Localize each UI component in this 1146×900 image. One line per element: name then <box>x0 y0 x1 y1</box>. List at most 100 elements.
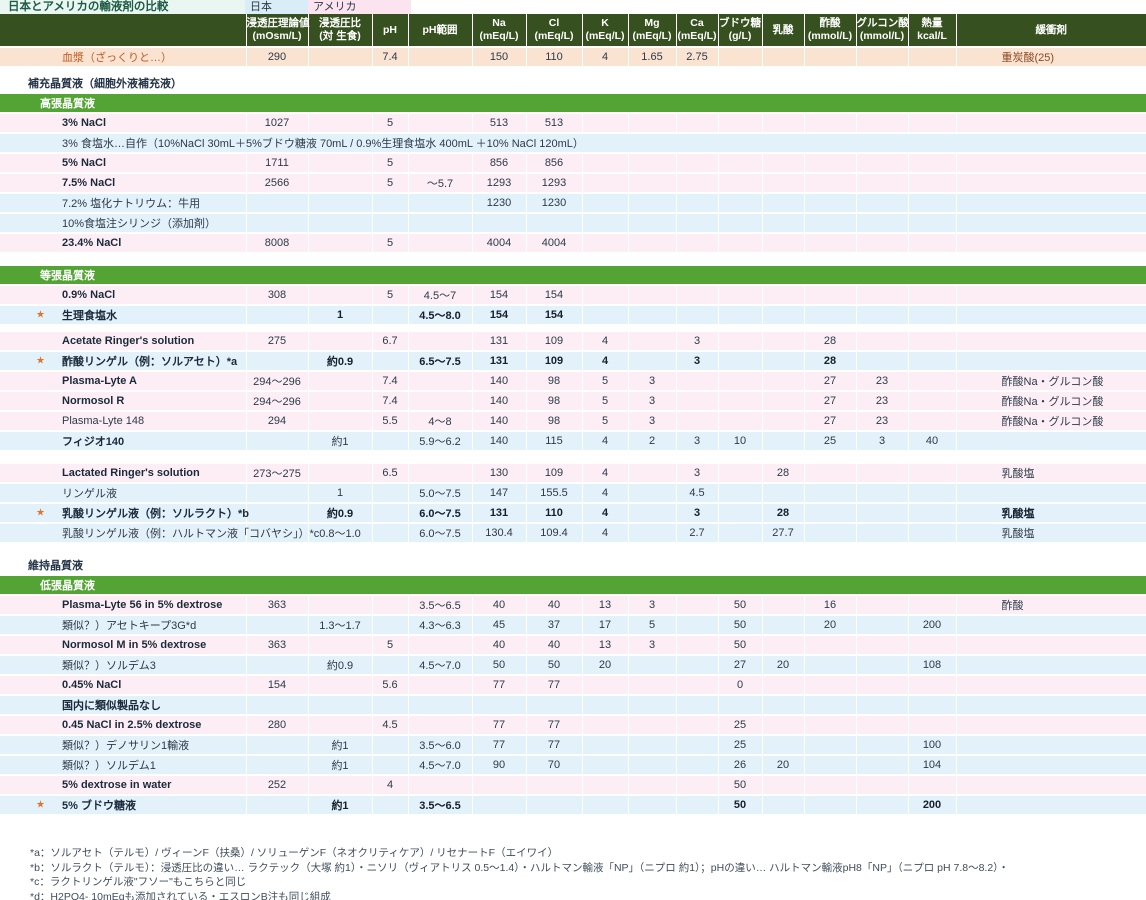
cell-ca: 3 <box>676 332 719 352</box>
cell-cl: 154 <box>526 285 583 306</box>
cell-glc <box>856 47 909 68</box>
cell-kcal <box>908 503 957 524</box>
cell-osm <box>246 695 309 716</box>
table-row: 類似？）ソルデム1 約1 4.5～7.0 90 70 26 20 104 <box>0 755 1146 776</box>
cell-cl: 77 <box>526 675 583 696</box>
cell-na: 4004 <box>472 233 527 254</box>
table-row: 類似？）ソルデム3 約0.9 4.5～7.0 50 50 20 27 20 108 <box>0 655 1146 676</box>
spacer-row <box>0 325 1146 332</box>
cell-mg <box>628 775 677 796</box>
cell-ph <box>372 351 409 372</box>
cell-buf: 乳酸塩 <box>956 503 1146 524</box>
cell-glc <box>856 305 909 326</box>
cell-k: 4 <box>582 464 629 484</box>
spacer-row <box>0 451 1146 464</box>
bottom-bar-cell <box>372 815 409 836</box>
cell-na: 140 <box>472 431 527 452</box>
cell-k: 13 <box>582 635 629 656</box>
cell-glu <box>718 351 763 372</box>
cell-glu <box>718 113 763 134</box>
cell-glu: 26 <box>718 755 763 776</box>
cell-k: 5 <box>582 371 629 392</box>
table-row: 7.2% 塩化ナトリウム：牛用 1230 1230 <box>0 193 1146 214</box>
table-row: 0.9% NaCl 308 5 4.5～7 154 154 <box>0 285 1146 306</box>
cell-kcal <box>908 233 957 254</box>
cell-ca <box>676 735 719 756</box>
cell-phr <box>408 371 473 392</box>
table-row: 乳酸リンゲル液（例：ハルトマン液「コバヤシ」）*c 0.8～1.0 6.0～7.5 1… <box>0 523 1146 544</box>
cell-mg <box>628 213 677 234</box>
product-name-cell: 0.45% NaCl <box>0 675 247 696</box>
cell-ratio: 約0.9 <box>308 503 373 524</box>
cell-k: 13 <box>582 595 629 616</box>
footnote-line: *b：ソルラクト（テルモ）：浸透圧比の違い… ラクテック（大塚 約1）・ニソリ（… <box>30 861 1009 874</box>
cell-mg <box>628 655 677 676</box>
cell-ca <box>676 113 719 134</box>
cell-k <box>582 675 629 696</box>
cell-glc <box>856 595 909 616</box>
cell-lac <box>762 715 805 736</box>
cell-ratio <box>308 193 373 214</box>
table-row: Normosol M in 5% dextrose 363 5 40 40 13 3 50 <box>0 635 1146 656</box>
cell-ph: 4 <box>372 775 409 796</box>
cell-k <box>582 775 629 796</box>
cell-ca <box>676 233 719 254</box>
cell-na <box>472 695 527 716</box>
cell-phr <box>408 332 473 352</box>
column-header-cl: Cl (mEq/L) <box>526 14 583 48</box>
cell-cl: 1230 <box>526 193 583 214</box>
cell-ratio: 0.8～1.0 <box>308 523 373 544</box>
header-row: 浸透圧理論値 (mOsm/L) 浸透圧比 (対 生食) pH pH範囲 Na (mEq/L) C… <box>0 14 1146 48</box>
cell-kcal <box>908 332 957 352</box>
cell-ca <box>676 193 719 214</box>
cell-glu <box>718 523 763 544</box>
cell-osm: 308 <box>246 285 309 306</box>
cell-mg <box>628 351 677 372</box>
cell-mg <box>628 285 677 306</box>
footnote-line: *a：ソルアセト（テルモ）/ ヴィーンF（扶桑）/ ソリューゲンF（ネオクリティ… <box>30 847 559 859</box>
cell-mg: 1.65 <box>628 47 677 68</box>
cell-mg <box>628 483 677 504</box>
cell-ratio <box>308 285 373 306</box>
cell-ph: 5.6 <box>372 675 409 696</box>
product-name-cell: 7.2% 塩化ナトリウム：牛用 <box>0 193 247 214</box>
cell-ca: 2.75 <box>676 47 719 68</box>
legend-usa: アメリカ <box>308 0 411 14</box>
product-name-cell: 国内に類似製品なし <box>0 695 247 716</box>
bottom-bar-cell <box>804 815 857 836</box>
cell-glc <box>856 755 909 776</box>
cell-cl: 50 <box>526 655 583 676</box>
cell-cl: 40 <box>526 595 583 616</box>
cell-ph: 4.5 <box>372 715 409 736</box>
cell-ph: 7.4 <box>372 371 409 392</box>
cell-ph <box>372 695 409 716</box>
cell-na: 150 <box>472 47 527 68</box>
cell-ca <box>676 675 719 696</box>
cell-na: 154 <box>472 285 527 306</box>
cell-kcal <box>908 285 957 306</box>
cell-k <box>582 735 629 756</box>
cell-ph <box>372 193 409 214</box>
footnotes: *a：ソルアセト（テルモ）/ ヴィーンF（扶桑）/ ソリューゲンF（ネオクリティ… <box>0 846 1146 900</box>
cell-na: 131 <box>472 351 527 372</box>
product-name-cell: 5% dextrose in water <box>0 775 247 796</box>
cell-buf <box>956 735 1146 756</box>
cell-ace <box>804 233 857 254</box>
cell-ca: 3 <box>676 351 719 372</box>
cell-cl: 98 <box>526 391 583 412</box>
product-name-cell: 生理食塩水 ★ <box>0 305 247 326</box>
table-row: Plasma-Lyte A 294～296 7.4 140 98 5 3 27 23 酢酸Na・グ… <box>0 371 1146 392</box>
cell-glc <box>856 715 909 736</box>
cell-phr <box>408 391 473 412</box>
spacer-row <box>0 543 1146 556</box>
cell-k: 4 <box>582 523 629 544</box>
cell-na: 50 <box>472 655 527 676</box>
cell-osm <box>246 735 309 756</box>
cell-cl: 109 <box>526 351 583 372</box>
cell-phr <box>408 695 473 716</box>
cell-phr: 4.5～8.0 <box>408 305 473 326</box>
cell-glu: 50 <box>718 795 763 816</box>
cell-k: 5 <box>582 391 629 412</box>
cell-buf <box>956 113 1146 134</box>
cell-ratio: 1 <box>308 483 373 504</box>
